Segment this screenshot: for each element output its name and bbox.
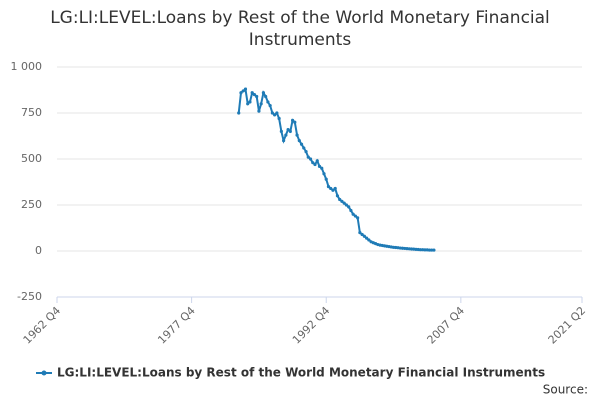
point [239,91,243,95]
x-tick-label: 1977 Q4 [155,304,198,347]
point [333,186,337,191]
point [317,164,322,168]
point [342,201,346,205]
point [418,248,423,252]
y-tick-label: 750 [21,106,42,119]
y-tick-label: 250 [21,198,42,211]
y-tick-label: 0 [35,244,42,257]
point [335,194,340,198]
point [324,177,328,181]
legend-label: LG:LI:LEVEL:Loans by Rest of the World M… [57,366,545,380]
point [277,116,281,121]
point [299,142,304,146]
y-tick-label: 500 [21,152,42,165]
point [351,212,355,216]
point [365,236,369,240]
point [302,146,306,150]
point [367,238,371,242]
point [311,161,315,165]
point [340,199,344,203]
point [360,232,364,237]
point [430,248,434,252]
point [284,133,288,137]
point [257,109,261,113]
point [338,197,342,202]
point [275,111,279,115]
point [362,234,366,238]
point [344,203,349,207]
point [432,248,436,252]
point [329,186,333,191]
point [293,120,297,124]
point [259,102,263,106]
point [320,166,324,170]
x-tick-label: 1992 Q4 [290,304,333,347]
point [353,214,357,218]
x-tick-label: 2021 Q2 [546,304,589,347]
point [427,248,432,252]
point [270,111,274,115]
legend-marker [41,370,47,376]
point [297,139,301,143]
point [279,129,283,133]
x-tick-label: 2007 Q4 [425,304,468,347]
point [261,91,266,95]
point [290,118,295,122]
point [282,139,286,143]
point [255,94,259,99]
point [237,111,241,115]
point [266,100,270,104]
point [252,93,257,97]
point [356,216,360,220]
point [331,188,335,192]
point [264,94,268,99]
point [315,159,319,163]
source: Source: [543,383,588,397]
point [295,133,299,137]
point [243,87,248,91]
point [347,205,351,209]
x-tick-label: 1962 Q4 [21,304,64,347]
point [288,129,292,133]
point [304,150,308,154]
point [326,185,331,189]
point [308,157,313,161]
chart-title: LG:LI:LEVEL:Loans by Rest of the World M… [50,8,550,50]
y-tick-label: 1 000 [11,60,43,73]
point [313,162,317,167]
point [286,127,290,132]
point [273,113,277,117]
point [241,89,245,93]
point [306,155,310,159]
point [248,100,252,104]
point [322,172,326,176]
point [250,91,254,95]
point [358,231,362,235]
point [268,104,272,108]
point [423,248,427,252]
y-tick-label: -250 [17,290,42,303]
point [349,208,353,213]
point [246,102,250,106]
